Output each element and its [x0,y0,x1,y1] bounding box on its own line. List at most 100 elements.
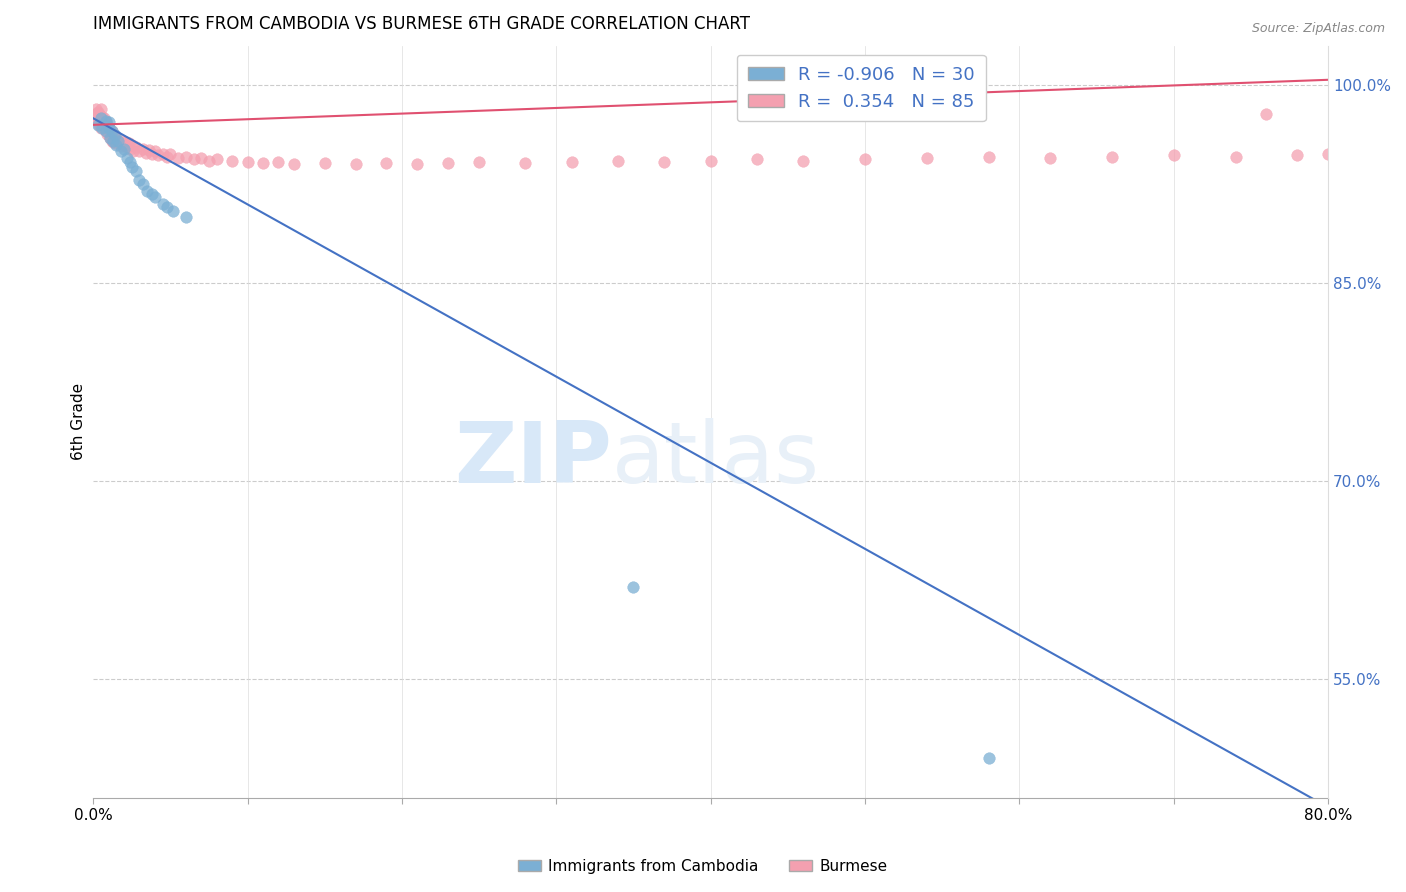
Point [236,154,259,169]
Point [103,135,125,149]
Point [90,112,112,126]
Point [91,118,114,132]
Point [110,145,132,159]
Point [121,160,143,174]
Point [1225,150,1247,164]
Point [112,137,135,152]
Point [121,137,143,152]
Point [108,136,131,151]
Point [120,154,142,169]
Point [96,127,118,141]
Point [135,145,157,160]
Point [314,156,336,170]
Point [115,151,138,165]
Point [98,131,121,145]
Point [792,153,814,168]
Point [190,151,212,165]
Point [115,140,138,154]
Point [128,145,150,159]
Point [98,123,121,137]
Point [156,150,179,164]
Point [745,152,768,166]
Point [111,134,134,148]
Point [977,150,1000,164]
Point [87,115,110,129]
Point [97,120,120,135]
Point [105,137,128,152]
Point [90,102,112,116]
Point [114,135,136,149]
Point [125,140,148,154]
Point [94,115,117,129]
Point [97,115,120,129]
Point [167,151,190,165]
Point [159,147,181,161]
Point [162,203,184,218]
Point [152,147,174,161]
Point [100,124,122,138]
Point [93,112,115,126]
Point [97,128,120,143]
Text: Source: ZipAtlas.com: Source: ZipAtlas.com [1251,22,1385,36]
Text: atlas: atlas [612,418,820,501]
Legend: Immigrants from Cambodia, Burmese: Immigrants from Cambodia, Burmese [512,853,894,880]
Point [112,142,135,156]
Point [623,580,645,594]
Point [93,120,115,135]
Point [104,129,127,144]
Point [437,156,460,170]
Y-axis label: 6th Grade: 6th Grade [72,384,86,460]
Point [146,148,169,162]
Point [141,147,163,161]
Point [1256,107,1278,121]
Point [468,154,491,169]
Point [122,145,145,159]
Point [128,173,150,187]
Point [96,118,118,132]
Point [1039,151,1062,165]
Point [654,154,676,169]
Point [125,164,148,178]
Point [1286,148,1309,162]
Point [174,150,197,164]
Point [375,156,398,170]
Point [699,153,721,168]
Point [104,136,127,151]
Point [90,120,112,135]
Point [87,104,110,119]
Point [136,184,159,198]
Point [118,136,141,151]
Point [131,178,153,192]
Point [120,142,142,156]
Point [152,197,174,211]
Point [87,118,110,132]
Legend: R = -0.906   N = 30, R =  0.354   N = 85: R = -0.906 N = 30, R = 0.354 N = 85 [737,54,986,121]
Text: IMMIGRANTS FROM CAMBODIA VS BURMESE 6TH GRADE CORRELATION CHART: IMMIGRANTS FROM CAMBODIA VS BURMESE 6TH … [93,15,751,33]
Point [83,107,105,121]
Point [344,157,367,171]
Point [174,211,197,225]
Point [561,154,583,169]
Point [283,157,305,171]
Point [103,134,125,148]
Point [84,112,107,126]
Point [107,134,129,148]
Point [104,128,127,143]
Point [267,154,290,169]
Point [100,124,122,138]
Point [1317,147,1340,161]
Point [91,110,114,124]
Point [89,118,111,132]
Point [1101,150,1123,164]
Point [94,124,117,138]
Point [977,751,1000,765]
Point [221,153,243,168]
Point [103,127,125,141]
Point [94,124,117,138]
Point [131,142,153,156]
Point [198,153,221,168]
Point [110,139,132,153]
Point [1163,148,1185,162]
Text: ZIP: ZIP [454,418,612,501]
Point [91,120,114,135]
